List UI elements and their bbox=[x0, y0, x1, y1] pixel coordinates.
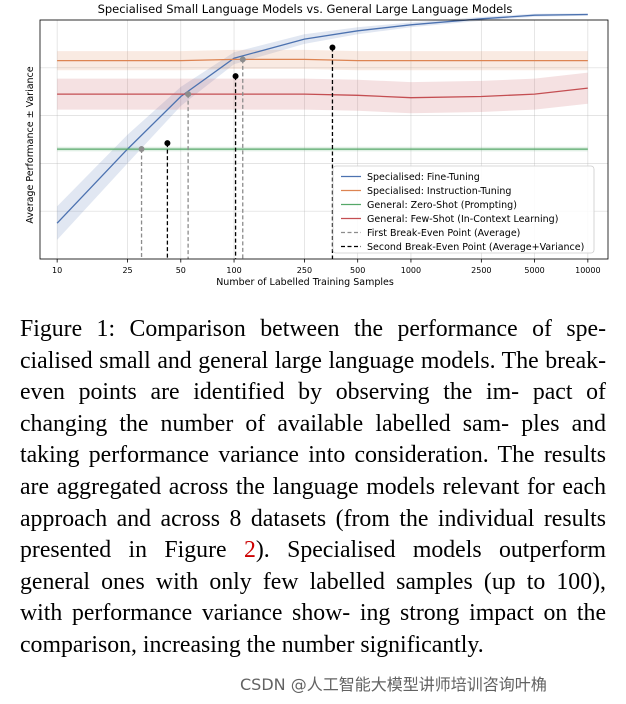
x-tick-label: 10000 bbox=[575, 266, 600, 275]
x-tick-label: 100 bbox=[226, 266, 241, 275]
chart-title: Specialised Small Language Models vs. Ge… bbox=[98, 2, 513, 16]
caption-line: Comparison between the performance of sp… bbox=[129, 316, 607, 342]
figure-2-link[interactable]: 2 bbox=[243, 537, 256, 564]
legend-box bbox=[332, 165, 595, 254]
x-axis-ticks: 10 25 50 100 250 500 1000 2500 5000 10000 bbox=[52, 259, 601, 275]
second-break-even-marker bbox=[232, 73, 239, 80]
x-tick-label: 500 bbox=[350, 266, 365, 275]
caption-line: The results are aggregated across the la… bbox=[20, 442, 606, 500]
figure-caption: Figure 1: Comparison between the perform… bbox=[20, 314, 606, 662]
x-tick-label: 5000 bbox=[524, 266, 544, 275]
caption-line: the individual results presented in Figu… bbox=[20, 505, 606, 564]
caption-line: samples (up to 100), with performance va… bbox=[20, 568, 606, 627]
x-tick-label: 25 bbox=[122, 266, 132, 275]
x-tick-label: 1000 bbox=[401, 266, 421, 275]
break-even-points bbox=[138, 44, 336, 259]
x-tick-label: 250 bbox=[297, 266, 312, 275]
caption-line: number significantly. bbox=[281, 631, 484, 658]
series-band-3 bbox=[57, 72, 588, 114]
caption-label: Figure 1: bbox=[20, 316, 116, 342]
caption-line: break-even points are identified by obse… bbox=[20, 347, 606, 406]
caption-line: relevant for each approach and across 8 … bbox=[20, 473, 606, 532]
caption-line: models outperform general ones with only… bbox=[20, 537, 607, 595]
legend: Specialised: Fine-Tuning Specialised: In… bbox=[332, 165, 595, 254]
plot-frame bbox=[39, 19, 609, 260]
series-line-0 bbox=[56, 13, 588, 224]
legend-label-instruction-tuning: Specialised: Instruction-Tuning bbox=[367, 186, 511, 197]
caption-line: cialised small and general large languag… bbox=[20, 347, 539, 374]
series-line-3 bbox=[57, 87, 588, 99]
legend-label-fine-tuning: Specialised: Fine-Tuning bbox=[367, 172, 480, 183]
caption-line: ). Specialised bbox=[255, 537, 396, 564]
series-lines bbox=[56, 13, 588, 224]
watermark: CSDN @人工智能大模型讲师培训咨询叶桷 bbox=[240, 675, 547, 694]
legend-label-second-break-even: Second Break-Even Point (Average+Varianc… bbox=[367, 242, 584, 253]
second-break-even-marker bbox=[329, 44, 336, 51]
x-tick-label: 50 bbox=[176, 266, 186, 275]
x-axis-label: Number of Labelled Training Samples bbox=[216, 277, 394, 288]
legend-label-first-break-even: First Break-Even Point (Average) bbox=[367, 228, 520, 239]
second-break-even-marker bbox=[164, 140, 171, 147]
legend-label-zero-shot: General: Zero-Shot (Prompting) bbox=[367, 200, 517, 211]
caption-line: pact of changing the number of available… bbox=[20, 379, 606, 437]
first-break-even-marker bbox=[239, 56, 246, 63]
x-tick-label: 10 bbox=[52, 266, 62, 275]
series-line-1 bbox=[57, 58, 588, 62]
legend-label-few-shot: General: Few-Shot (In-Context Learning) bbox=[367, 214, 558, 225]
x-tick-label: 2500 bbox=[471, 266, 491, 275]
first-break-even-marker bbox=[138, 146, 145, 153]
figure-chart: Specialised Small Language Models vs. Ge… bbox=[25, 2, 609, 288]
first-break-even-marker bbox=[185, 91, 192, 98]
caption-line: ing strong impact on the comparison, inc… bbox=[20, 600, 607, 658]
y-axis-label: Average Performance ± Variance bbox=[25, 66, 36, 223]
caption-line: ples and taking performance variance int… bbox=[20, 410, 607, 469]
